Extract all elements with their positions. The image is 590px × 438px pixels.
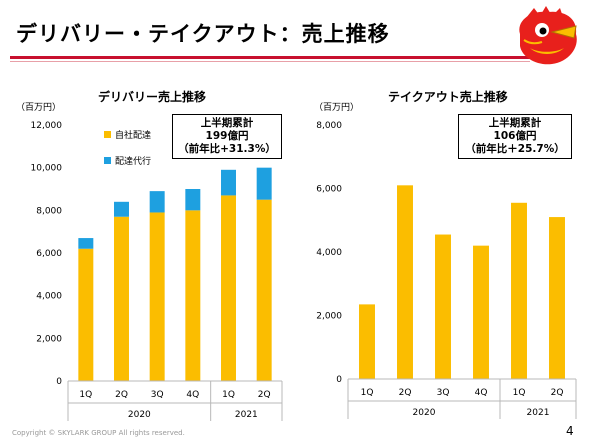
x-tick-label: 4Q: [186, 390, 199, 400]
copyright-text: Copyright © SKYLARK GROUP All rights res…: [12, 429, 185, 437]
y-tick-label: 8,000: [36, 206, 62, 216]
takeout-callout-line3: （前年比＋25.7%）: [465, 143, 565, 155]
bar-primary: [359, 304, 375, 379]
year-group-label: 2020: [128, 410, 151, 420]
year-group-label: 2021: [527, 408, 550, 418]
delivery-callout-line2: 199億円: [205, 130, 249, 142]
bar-secondary: [256, 167, 272, 200]
y-tick-label: 6,000: [36, 249, 62, 259]
x-tick-label: 3Q: [437, 388, 450, 398]
delivery-callout: 上半期累計 199億円 （前年比+31.3%）: [172, 114, 282, 159]
bar-primary: [435, 234, 451, 379]
bar-secondary: [78, 238, 94, 249]
takeout-callout: 上半期累計 106億円 （前年比＋25.7%）: [458, 114, 572, 159]
bar-secondary: [149, 191, 165, 213]
takeout-chart-title: テイクアウト売上推移: [388, 90, 508, 104]
y-tick-label: 6,000: [316, 185, 342, 195]
delivery-chart-title: デリバリー売上推移: [98, 90, 207, 104]
y-tick-label: 2,000: [36, 334, 62, 344]
bar-primary: [511, 202, 527, 379]
takeout-callout-line2: 106億円: [493, 130, 537, 142]
x-tick-label: 2Q: [115, 390, 128, 400]
legend-delivery-agency: 配達代行: [104, 154, 151, 167]
x-tick-label: 2Q: [258, 390, 271, 400]
bar-primary: [78, 248, 94, 381]
title-underline-thin: [10, 61, 530, 62]
x-tick-label: 1Q: [513, 388, 526, 398]
y-tick-label: 4,000: [36, 292, 62, 302]
bar-primary: [473, 245, 489, 379]
legend-swatch-own-delivery: [104, 131, 111, 138]
delivery-callout-line3: （前年比+31.3%）: [178, 143, 276, 155]
y-tick-label: 4,000: [316, 248, 342, 258]
x-tick-label: 4Q: [475, 388, 488, 398]
y-tick-label: 0: [56, 377, 62, 387]
page-number: 4: [566, 424, 574, 438]
year-group-label: 2020: [413, 408, 436, 418]
y-tick-label: 12,000: [31, 121, 63, 131]
x-tick-label: 1Q: [222, 390, 235, 400]
bar-primary: [256, 199, 272, 381]
bar-primary: [397, 185, 413, 379]
x-tick-label: 1Q: [361, 388, 374, 398]
year-group-label: 2021: [235, 410, 258, 420]
y-tick-label: 0: [336, 375, 342, 385]
bar-secondary: [185, 189, 201, 211]
takeout-callout-line1: 上半期累計: [488, 117, 542, 129]
bar-primary: [149, 212, 165, 381]
bar-secondary: [114, 201, 129, 217]
legend-own-delivery: 自社配達: [104, 128, 151, 141]
delivery-callout-line1: 上半期累計: [200, 117, 254, 129]
bar-primary: [114, 216, 129, 381]
y-tick-label: 10,000: [31, 164, 63, 174]
bar-primary: [185, 210, 201, 381]
skylark-logo-icon: [519, 6, 577, 65]
x-tick-label: 2Q: [551, 388, 564, 398]
bar-primary: [221, 195, 236, 381]
bar-primary: [549, 217, 565, 379]
x-tick-label: 1Q: [79, 390, 92, 400]
takeout-unit-label: （百万円）: [314, 103, 360, 113]
x-tick-label: 2Q: [399, 388, 412, 398]
bar-secondary: [221, 169, 236, 196]
y-tick-label: 8,000: [316, 121, 342, 131]
x-tick-label: 3Q: [151, 390, 164, 400]
y-tick-label: 2,000: [316, 312, 342, 322]
legend-swatch-delivery-agency: [104, 157, 111, 164]
delivery-chart: 0 2,000 4,000 6,000 8,000 10,000 12,000 1Q 2Q 3Q 4…: [31, 121, 283, 421]
title-underline: [10, 56, 530, 59]
legend-label-delivery-agency: 配達代行: [115, 157, 152, 167]
page-title: デリバリー・テイクアウト：売上推移: [16, 22, 390, 46]
delivery-unit-label: （百万円）: [16, 103, 62, 113]
legend-label-own-delivery: 自社配達: [115, 131, 152, 141]
